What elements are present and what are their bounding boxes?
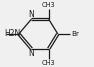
Text: CH3: CH3 [42, 60, 56, 66]
Text: H2N: H2N [4, 29, 20, 38]
Text: CH3: CH3 [42, 2, 56, 8]
Text: N: N [28, 49, 34, 58]
Text: Br: Br [71, 31, 79, 37]
Text: N: N [28, 10, 34, 19]
